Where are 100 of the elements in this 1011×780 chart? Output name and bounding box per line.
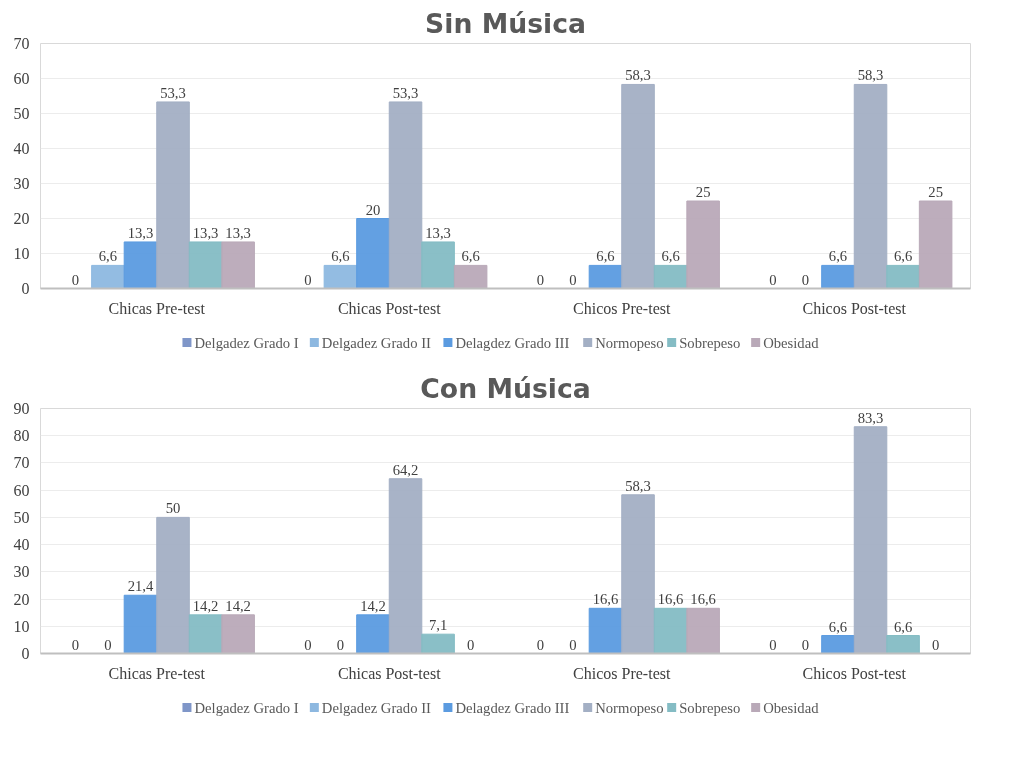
bar [588,607,623,654]
data-label: 58,3 [625,67,651,84]
legend-label: Normopeso [595,334,664,351]
bar [188,241,223,289]
data-label: 6,6 [661,248,680,265]
legend-label: Sobrepeso [679,334,741,351]
y-tick-label: 0 [21,645,30,662]
bar [821,264,855,289]
data-label: 0 [466,636,475,653]
legend-label: Delgadez Grado I [194,699,299,716]
data-label: 53,3 [160,84,186,101]
data-label: 0 [304,271,312,288]
bar [323,264,358,289]
data-label: 0 [104,636,112,653]
y-tick-label: 20 [13,590,30,608]
data-label: 58,3 [857,67,884,84]
data-label: 16,6 [690,591,716,608]
data-label: 13,3 [225,224,251,241]
data-label: 0 [769,636,777,653]
data-label: 0 [801,636,810,653]
bar [686,607,720,654]
data-label: 6,6 [461,248,480,265]
x-tick-label: Chicos Pre-test [573,664,671,682]
data-label: 25 [928,184,943,200]
data-label: 6,6 [98,248,118,265]
bar [588,264,623,289]
y-tick-label: 90 [13,400,30,417]
legend-label: Delagdez Grado III [455,334,570,351]
x-tick-label: Chicas Post-test [337,299,442,317]
bar [653,607,688,654]
legend-label: Delgadez Grado II [321,699,432,716]
data-label: 6,6 [828,618,848,635]
x-tick-label: Chicos Pre-test [573,299,671,317]
data-label: 0 [569,636,577,653]
x-tick-label: Chicos Post-test [802,299,907,317]
bar [853,83,888,289]
bar [91,264,125,289]
y-tick-label: 60 [13,70,30,87]
bar [356,614,390,654]
bar [918,200,953,289]
legend-label: Obesidad [763,699,820,716]
data-label: 6,6 [331,248,350,265]
data-label: 64,2 [392,461,419,478]
y-tick-label: 50 [13,508,30,526]
bar [621,83,655,289]
data-label: 13,3 [192,224,219,241]
x-tick-label: Chicas Pre-test [108,299,206,317]
data-label: 6,6 [828,248,848,265]
bar [653,264,688,289]
bar [123,241,158,289]
bar [821,635,855,654]
bar [421,241,455,289]
data-label: 16,6 [592,591,619,608]
data-label: 53,3 [392,84,419,101]
data-label: 0 [801,271,810,288]
data-label: 0 [336,636,345,653]
bar [388,101,423,289]
data-label: 14,2 [360,597,386,614]
y-tick-label: 60 [13,481,30,499]
data-label: 7,1 [428,617,448,634]
data-label: 0 [536,636,545,653]
y-tick-label: 50 [13,105,30,122]
legend-label: Sobrepeso [679,699,741,716]
data-label: 0 [304,636,312,653]
data-label: 25 [695,184,711,200]
y-tick-label: 30 [13,563,30,581]
data-label: 0 [769,271,777,288]
data-label: 14,2 [192,597,219,614]
bar [853,426,888,654]
y-tick-label: 70 [13,454,30,472]
y-tick-label: 70 [13,35,30,52]
y-tick-label: 10 [13,245,30,262]
y-tick-label: 30 [13,175,30,192]
y-tick-label: 40 [13,140,30,157]
data-label: 21,4 [127,578,154,595]
bar [356,218,390,289]
data-label: 83,3 [857,409,884,426]
data-label: 0 [536,271,545,288]
bar [156,101,190,289]
data-label: 6,6 [596,248,615,265]
data-label: 13,3 [127,224,154,241]
x-tick-label: Chicas Post-test [337,664,442,682]
legend-label: Obesidad [763,334,820,351]
data-label: 0 [71,636,80,653]
bar [188,614,223,654]
y-tick-label: 0 [21,280,30,297]
legend-label: Delgadez Grado I [194,334,299,351]
bar [421,633,455,654]
bar [156,516,190,654]
bar [621,494,655,654]
legend-label: Delgadez Grado II [321,334,432,351]
bar [388,478,423,654]
y-tick-label: 80 [13,427,30,445]
data-label: 13,3 [425,224,451,241]
y-tick-label: 10 [13,617,30,635]
data-label: 58,3 [625,477,651,494]
data-label: 50 [165,500,181,517]
y-tick-label: 40 [13,536,30,554]
data-label: 20 [365,201,381,218]
bar [221,614,255,654]
